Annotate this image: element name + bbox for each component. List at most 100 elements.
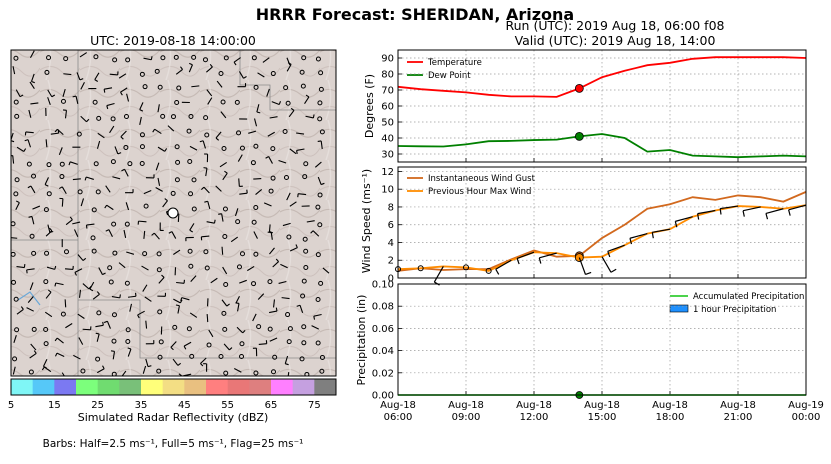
barbs-note: Barbs: Half=2.5 ms⁻¹, Full=5 ms⁻¹, Flag=…	[43, 438, 304, 450]
map-wind-barb-feather	[204, 168, 207, 169]
y-tick-label: 50	[381, 118, 394, 129]
map-title: UTC: 2019-08-18 14:00:00	[90, 33, 256, 48]
map-wind-barb	[138, 221, 146, 222]
temperature-panel: Degrees (F) Temperature Dew Point 30 40 50…	[363, 50, 806, 162]
map-wind-barb	[46, 139, 47, 147]
colorbar-swatch	[141, 379, 163, 395]
y-tick-label: 70	[381, 86, 394, 97]
map-wind-barb	[110, 74, 118, 75]
map-wind-barb	[83, 329, 91, 330]
map-wind-barb	[222, 247, 223, 255]
colorbar-swatch	[98, 379, 120, 395]
map-wind-barb-feather	[218, 214, 221, 215]
wind-barb-feather	[496, 269, 499, 274]
valid-label: Valid (UTC): 2019 Aug 18, 14:00	[515, 33, 716, 48]
x-tick-label: 00:00	[792, 412, 821, 423]
map-wind-barb	[73, 179, 81, 180]
y-tick-label: 2	[388, 256, 394, 267]
precip-legend: Accumulated Precipitation 1 hour Precipi…	[670, 292, 804, 315]
y-tick-label: 30	[381, 150, 394, 161]
map-panel	[9, 50, 336, 381]
map-wind-barb	[62, 199, 63, 207]
wind-barb-feather	[517, 258, 519, 264]
temperature-highlight-point-1	[575, 132, 583, 140]
map-wind-barb	[269, 224, 270, 232]
x-tick-label: Aug-18	[516, 400, 552, 411]
location-marker	[168, 208, 178, 218]
y-tick-label: 0.02	[372, 368, 394, 379]
map-wind-barb-feather	[111, 351, 114, 352]
y-tick-label: 0.04	[372, 346, 394, 357]
y-tick-label: 80	[381, 70, 394, 81]
precipitation-panel: Precipitation (in) Accumulated Precipita…	[355, 280, 824, 424]
x-tick-label: Aug-18	[584, 400, 620, 411]
map-wind-barb-feather	[151, 56, 152, 59]
wind-barb-feather	[720, 209, 721, 215]
legend-label-temperature: Temperature	[427, 58, 482, 68]
map-wind-barb	[239, 178, 240, 186]
x-tick-label: Aug-18	[720, 400, 756, 411]
x-tick-label: 12:00	[520, 412, 549, 423]
wind-barb-feather	[766, 213, 768, 219]
wind-barb-feather	[611, 269, 616, 272]
x-tick-label: 15:00	[588, 412, 617, 423]
colorbar-tick-label: 5	[8, 400, 14, 411]
y-tick-label: 10	[381, 185, 394, 196]
y-tick-label: 0.06	[372, 324, 394, 335]
colorbar-swatch	[271, 379, 293, 395]
x-tick-label: Aug-19	[788, 400, 824, 411]
x-tick-label: 06:00	[384, 412, 413, 423]
map-wind-barb-feather	[236, 303, 239, 304]
temperature-highlight-point-0	[575, 84, 583, 92]
wind-legend: Instantaneous Wind Gust Previous Hour Ma…	[407, 174, 536, 197]
wind-barb	[602, 257, 611, 273]
x-tick-label: Aug-18	[448, 400, 484, 411]
map-wind-barb	[207, 314, 208, 322]
precip-ylabel: Precipitation (in)	[355, 295, 368, 386]
map-wind-barb-feather	[215, 220, 216, 223]
colorbar-swatch	[11, 379, 33, 395]
y-tick-label: 60	[381, 102, 394, 113]
x-tick-label: 09:00	[452, 412, 481, 423]
run-label: Run (UTC): 2019 Aug 18, 06:00 f08	[506, 18, 725, 33]
map-wind-barb-feather	[313, 115, 314, 118]
colorbar-swatch	[54, 379, 76, 395]
map-wind-barb-feather	[120, 294, 121, 297]
wind-ylabel: Wind Speed (ms⁻¹)	[360, 169, 373, 273]
y-tick-label: 90	[381, 54, 394, 65]
colorbar-swatch	[314, 379, 336, 395]
y-tick-label: 8	[388, 202, 394, 213]
wind-barb-feather	[585, 272, 591, 274]
colorbar-swatch	[293, 379, 315, 395]
colorbar-swatch	[184, 379, 206, 395]
y-tick-label: 4	[388, 238, 394, 249]
map-wind-barb-feather	[314, 316, 315, 319]
map-wind-barb-feather	[104, 89, 105, 92]
map-wind-barb-feather	[276, 308, 277, 311]
colorbar-tick-label: 75	[308, 400, 321, 411]
map-wind-barb-feather	[103, 322, 104, 325]
legend-label-gust: Instantaneous Wind Gust	[428, 174, 536, 184]
x-tick-label: 18:00	[656, 412, 685, 423]
legend-label-accum: Accumulated Precipitation	[693, 292, 804, 302]
wind-barb	[766, 209, 783, 214]
y-tick-label: 0.08	[372, 302, 394, 313]
map-wind-barb-feather	[55, 283, 56, 286]
x-tick-label: Aug-18	[652, 400, 688, 411]
colorbar-tick-label: 45	[178, 400, 191, 411]
colorbar-tick-label: 65	[265, 400, 278, 411]
y-tick-label: 12	[381, 167, 394, 178]
temperature-ylabel: Degrees (F)	[363, 74, 376, 138]
colorbar-tick-label: 35	[135, 400, 148, 411]
wind-barb	[743, 207, 761, 211]
wind-barb-feather	[789, 210, 791, 216]
colorbar-tick-label: 15	[48, 400, 61, 411]
wind-barb-feather	[539, 258, 541, 264]
y-tick-label: 6	[388, 220, 394, 231]
map-wind-barb-feather	[268, 232, 271, 233]
temperature-legend: Temperature Dew Point	[407, 58, 482, 81]
map-wind-barb	[146, 321, 147, 329]
colorbar-swatch	[228, 379, 250, 395]
y-tick-label: 40	[381, 134, 394, 145]
